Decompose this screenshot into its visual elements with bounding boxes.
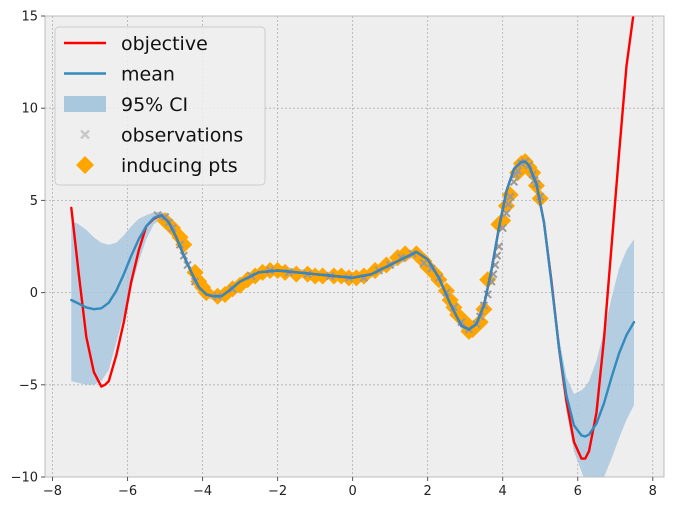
legend-symbol-ci [64, 96, 106, 112]
y-tick-label: 15 [21, 10, 38, 25]
series-line-mean [70, 160, 636, 438]
legend-label-ci: 95% CI [121, 94, 188, 116]
legend-box [54, 26, 266, 186]
axis-ticks: −8 −6 −4 −2 0 2 4 6 8 −10 −5 0 5 10 15 [11, 10, 657, 500]
x-tick-label: 0 [348, 484, 356, 499]
x-tick-label: −6 [118, 484, 137, 499]
x-tick-label: −4 [193, 484, 212, 499]
plot-frame [44, 15, 665, 478]
legend-label-observations: observations [121, 125, 243, 147]
y-tick-label: 10 [21, 102, 38, 117]
legend: objective mean 95% CI observations inducing … [54, 26, 266, 186]
y-tick-label: 5 [30, 194, 38, 209]
x-tick-label: −2 [268, 484, 287, 499]
observation-point [509, 177, 519, 187]
y-tick-label: 0 [30, 286, 38, 301]
y-tick-label: −5 [19, 378, 38, 393]
legend-symbol-inducing [76, 156, 94, 174]
observation-point [505, 192, 515, 201]
inducing-point [175, 236, 193, 254]
plot-area [70, 16, 636, 477]
x-tick-label: 8 [649, 484, 657, 499]
observation-point [419, 258, 429, 268]
observation-point [502, 209, 511, 218]
x-tick-label: 2 [424, 484, 432, 499]
x-tick-label: −8 [43, 484, 62, 499]
x-tick-label: 4 [499, 484, 507, 499]
x-tick-label: 6 [574, 484, 582, 499]
y-tick-label: −10 [11, 471, 38, 486]
inducing-point [471, 313, 489, 331]
legend-symbol-observations [80, 129, 90, 140]
ci-band [71, 158, 634, 477]
observation-point [160, 212, 170, 222]
observation-point [504, 199, 513, 209]
legend-label-inducing: inducing pts [121, 155, 238, 177]
legend-label-mean: mean [121, 64, 175, 86]
legend-label-objective: objective [121, 33, 208, 55]
